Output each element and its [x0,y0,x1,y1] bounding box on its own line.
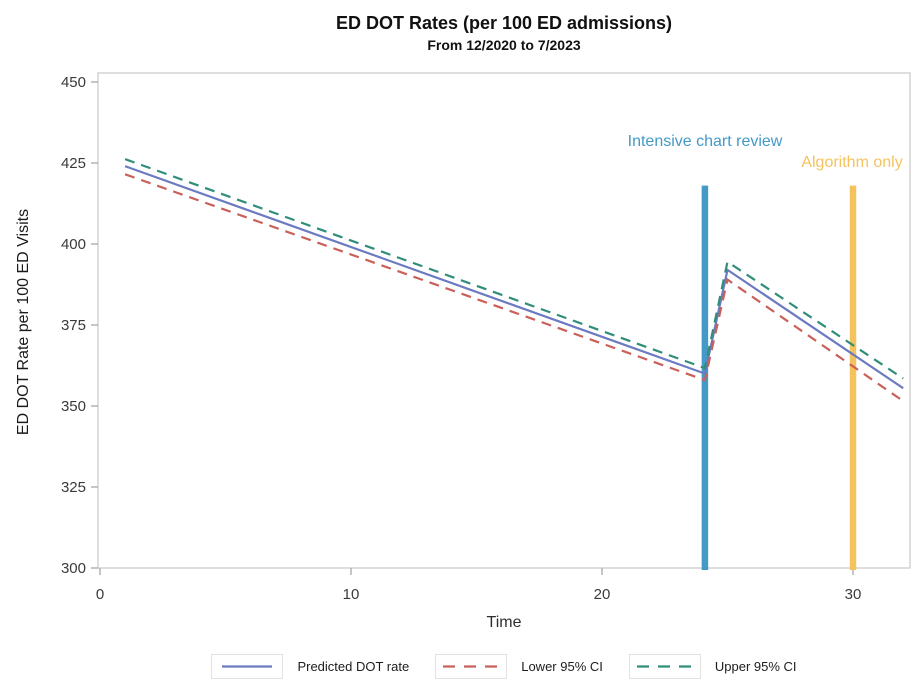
plot-border [97,72,911,569]
legend-label-lower-ci: Lower 95% CI [521,658,603,674]
legend-item-predicted-dot-rate: Predicted DOT rate [211,653,410,679]
legend-label-predicted-dot-rate: Predicted DOT rate [297,658,410,674]
y-tick-label: 325 [61,479,86,496]
y-tick-label: 350 [61,398,86,415]
legend-item-upper-ci: Upper 95% CI [628,653,797,679]
x-tick-label: 30 [845,586,862,603]
y-tick-label: 400 [61,236,86,253]
legend-label-upper-ci: Upper 95% CI [714,658,797,674]
solid-line-swatch-icon [211,653,284,679]
annotation-algorithm-only: Algorithm only [801,154,903,171]
chart-subtitle: From 12/2020 to 7/2023 [427,37,581,53]
x-axis-label: Time [486,614,522,631]
dashed-line-swatch-icon [628,653,701,679]
y-tick-label: 300 [61,560,86,577]
x-tick-label: 10 [343,586,360,603]
x-tick-label: 20 [594,586,611,603]
x-tick-label: 0 [96,586,104,603]
series-line [124,165,904,390]
y-tick-label: 450 [61,74,86,91]
y-tick-label: 375 [61,317,86,334]
legend-item-lower-ci: Lower 95% CI [435,653,603,679]
series-line [124,158,904,380]
annotation-intensive-chart-review: Intensive chart review [627,133,783,150]
chart-title: ED DOT Rates (per 100 ED admissions) [335,13,673,33]
y-tick-label: 425 [61,155,86,172]
series-line [124,173,904,403]
dashed-line-swatch-icon [435,653,508,679]
legend: Predicted DOT rate Lower 95% CI Upper 95… [98,651,910,681]
